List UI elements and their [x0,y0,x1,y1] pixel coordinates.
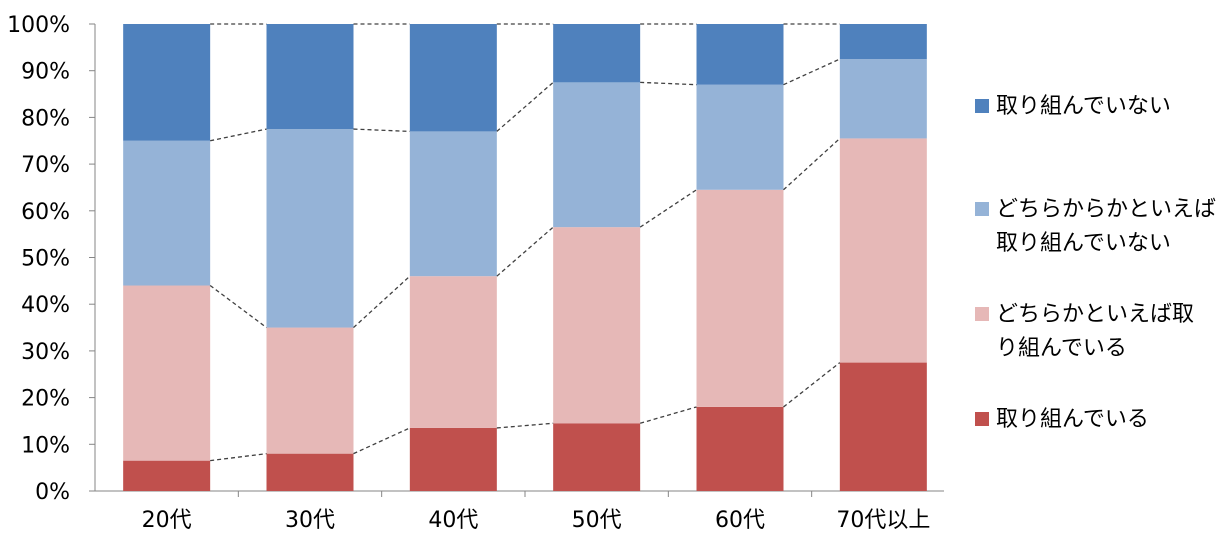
bar-segment [839,362,927,491]
legend: 取り組んでいない どちらからかといえば 取り組んでいない どちらかといえば取 り… [975,0,1231,539]
bar-segment [123,140,211,286]
axes [89,23,944,497]
series-lines [209,23,841,462]
series-line [640,81,697,86]
bars [123,24,927,491]
bar-segment [409,24,497,132]
series-line [210,128,267,142]
bar-segment [409,131,497,277]
bar-segment [696,84,784,190]
series-line [783,362,841,408]
series-line [496,81,554,132]
series-line [353,427,411,455]
bar-segment [123,460,211,491]
y-tick-label: 0% [35,480,70,505]
series-line [783,58,841,86]
series-line [353,275,411,329]
y-tick-label: 100% [7,13,70,38]
bar-segment [266,24,354,130]
bar-segment [696,189,784,407]
y-tick-label: 10% [21,433,70,458]
x-tick-label: 20代 [142,508,192,533]
legend-label: どちらかといえば取 り組んでいる [996,302,1195,361]
series-line [496,422,554,429]
legend-swatch [975,202,989,216]
bar-segment [839,24,927,60]
bar-segment [266,453,354,491]
bar-segment [409,276,497,428]
legend-swatch [975,307,989,321]
y-tick-label: 70% [21,153,70,178]
x-tick-label: 30代 [285,508,335,533]
bar-segment [409,427,497,491]
y-tick-label: 90% [21,60,70,85]
series-line [496,226,554,277]
x-tick-label: 60代 [715,508,765,533]
y-tick-label: 50% [21,247,70,272]
y-tick-label: 20% [21,387,70,412]
bar-segment [553,423,641,491]
legend-label: どちらからかといえば 取り組んでいない [996,197,1217,256]
legend-label: 取り組んでいる [996,407,1149,432]
bar-segment [123,24,211,141]
legend-item-rather-working: どちらかといえば取 り組んでいる [975,298,1231,366]
bar-segment [266,129,354,328]
bar-segment [123,285,211,461]
x-tick-label: 70代以上 [836,508,930,533]
bar-segment [553,24,641,83]
y-tick-label: 80% [21,106,70,131]
legend-swatch [975,99,989,113]
bar-segment [696,24,784,85]
legend-item-working: 取り組んでいる [975,403,1231,437]
bar-segment [839,59,927,139]
y-tick-label: 30% [21,340,70,365]
legend-swatch [975,412,989,426]
bar-segment [839,138,927,363]
y-tick-label: 40% [21,293,70,318]
legend-label: 取り組んでいない [996,94,1171,119]
legend-item-not-working: 取り組んでいない [975,90,1231,124]
bar-segment [553,82,641,228]
bar-segment [266,327,354,454]
x-tick-label: 40代 [428,508,478,533]
axis-labels: 0% 10% 20% 30% 40% 50% 60% 70% 80% 90% 100% 20代 30代 4… [7,13,930,533]
series-line [783,137,841,191]
series-line [209,284,267,329]
legend-item-rather-not-working: どちらからかといえば 取り組んでいない [975,193,1231,261]
bar-segment [696,406,784,491]
stacked-bar-chart: 0% 10% 20% 30% 40% 50% 60% 70% 80% 90% 100% 20代 30代 4… [7,13,944,533]
x-tick-label: 50代 [572,508,622,533]
series-line [210,452,267,462]
series-line [353,128,410,133]
series-line [639,189,697,228]
series-line [639,406,697,424]
bar-segment [553,227,641,424]
y-tick-label: 60% [21,200,70,225]
